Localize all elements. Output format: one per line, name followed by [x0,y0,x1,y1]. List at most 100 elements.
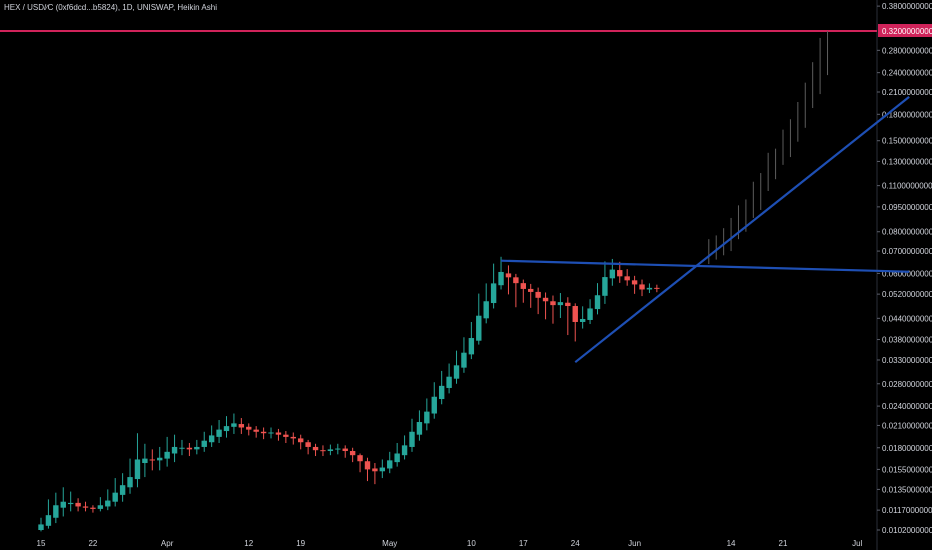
time-axis-tick-label: 24 [571,539,580,548]
candle-up [587,308,593,320]
candle-down [312,446,319,451]
candle-up [594,295,601,310]
price-axis-tick-label: 0.0155000000 [882,465,932,474]
candle-up [387,460,393,469]
candle-up [142,458,148,464]
candle-down [320,450,326,452]
candle-up [609,269,616,279]
price-axis-tick-label: 0.2800000000 [882,46,932,55]
candle-down [572,306,578,322]
time-axis-tick-label: 12 [244,539,253,548]
candle-down [364,461,371,470]
candle-up [431,396,437,414]
candle-up [379,467,386,472]
candle-up [268,432,274,434]
candle-up [498,271,504,286]
candle-down [631,280,638,285]
trendline[interactable] [501,259,910,273]
symbol-title: HEX / USD/∕C (0xf6dcd...b5824), 1D, UNIS… [4,3,217,12]
candle-up [231,423,237,427]
price-axis-tick-label: 0.1100000000 [882,182,932,191]
candle-down [528,288,534,292]
candle-down [617,270,623,277]
candle-up [579,318,586,322]
candle-up [424,411,430,424]
candle-down [275,432,282,435]
price-axis-tick-label: 0.2100000000 [882,88,932,97]
price-axis-tick-label: 0.1800000000 [882,110,932,119]
candle-up [416,422,423,435]
price-axis-tick-label: 0.0520000000 [882,290,932,299]
candle-up [60,501,66,508]
candle-up [646,287,653,290]
trendline[interactable] [574,96,910,364]
price-axis-tick-label: 0.0950000000 [882,203,932,212]
time-axis-tick-label: 17 [519,539,528,548]
candle-up [157,457,163,461]
price-axis-tick-label: 0.1500000000 [882,137,932,146]
candle-up [105,500,111,507]
price-axis-tick-label: 0.0210000000 [882,421,932,430]
candle-down [372,468,378,472]
candle-down [246,426,252,430]
candle-up [409,431,415,447]
time-axis-tick-label: 15 [37,539,46,548]
candle-up [438,385,445,400]
candle-up [461,352,467,368]
price-axis-tick-label: 0.0180000000 [882,444,932,453]
candle-down [238,424,245,428]
time-axis-tick-label: Jun [628,539,641,548]
candle-down [550,301,556,306]
time-axis-tick-label: Jul [852,539,862,548]
candle-down [283,434,289,437]
candle-up [335,448,341,450]
candle-down [253,429,259,432]
price-axis-tick-label: 0.0700000000 [882,247,932,256]
time-axis-tick-label: 21 [779,539,788,548]
candle-up [201,440,207,447]
price-axis-tick-label: 0.0102000000 [882,526,932,535]
candle-up [67,502,74,505]
candle-up [216,429,222,437]
candle-up [401,445,408,456]
candle-up [38,524,44,530]
candle-up [476,315,482,341]
candle-down [260,431,267,434]
price-axis-tick-label: 0.1300000000 [882,157,932,166]
price-axis-tick-label: 0.0117000000 [882,506,932,515]
candle-up [134,459,141,480]
candle-down [82,506,89,508]
price-axis-tick-label: 0.0800000000 [882,228,932,237]
time-axis-tick-label: 19 [296,539,305,548]
candle-up [208,435,215,443]
candle-up [53,505,59,518]
price-axis-tick-label: 0.0240000000 [882,402,932,411]
price-axis-tick-label: 0.0440000000 [882,314,932,323]
candle-up [223,426,230,432]
candle-down [654,287,660,289]
candle-up [557,302,564,306]
candle-up [179,447,185,449]
candle-down [305,442,311,447]
candle-down [186,447,193,450]
candle-down [513,277,519,284]
price-axis-tick-label: 0.0135000000 [882,485,932,494]
candle-down [565,302,571,307]
time-axis-tick-label: 14 [727,539,736,548]
candle-up [483,301,489,319]
highlighted-price-label: 0.3200000000 [882,27,932,36]
candle-down [357,455,363,462]
candle-down [520,283,526,289]
candle-up [453,365,460,379]
time-axis-tick-label: May [382,539,397,548]
time-axis-tick-label: 22 [88,539,97,548]
candle-up [468,338,475,355]
price-axis-tick-label: 0.0280000000 [882,380,932,389]
candle-down [349,451,356,456]
price-axis-tick-label: 0.0330000000 [882,356,932,365]
candle-down [535,291,541,298]
price-axis-tick-label: 0.0600000000 [882,269,932,278]
price-axis-tick-label: 0.3800000000 [882,2,932,11]
candle-up [327,449,334,452]
